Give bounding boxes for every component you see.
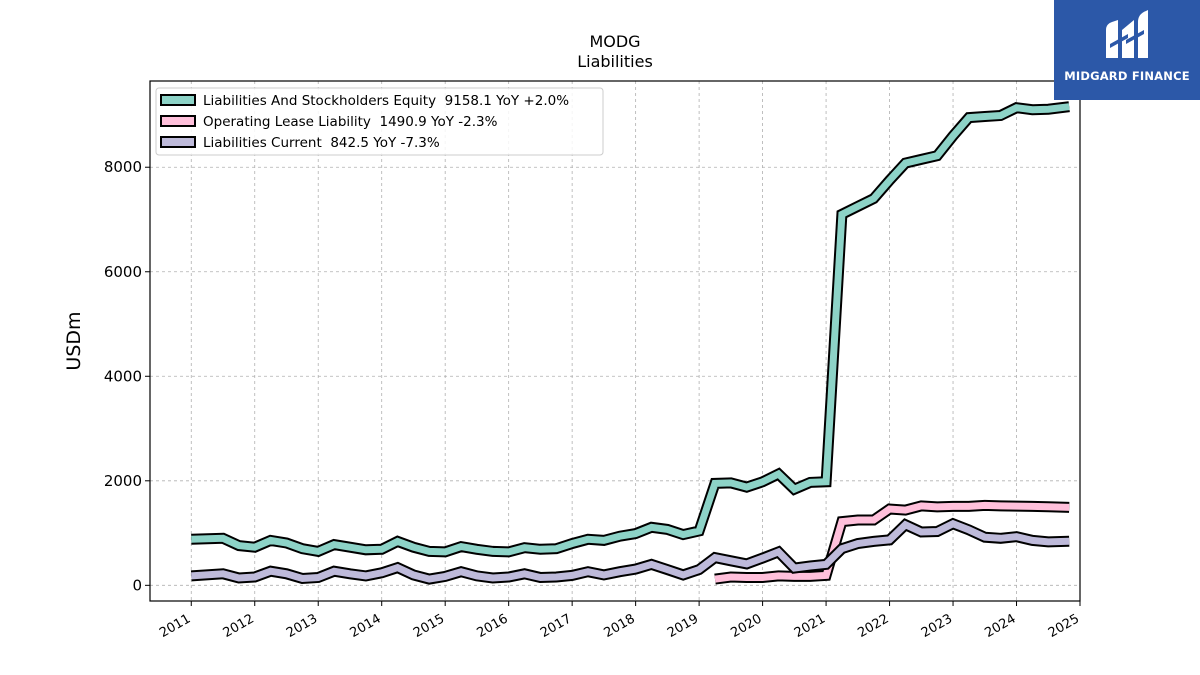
x-tick-label: 2017 <box>538 611 574 641</box>
legend-entry-1: Operating Lease Liability 1490.9 YoY -2.… <box>203 114 498 130</box>
series-line-1 <box>714 501 1070 583</box>
midgard-finance-logo: MIDGARD FINANCE <box>1054 0 1200 100</box>
grid-lines <box>150 81 1081 601</box>
legend-entry-0: Liabilities And Stockholders Equity 9158… <box>203 93 569 109</box>
x-tick-label: 2015 <box>411 611 447 641</box>
legend-swatch-1 <box>160 115 196 127</box>
x-tick-label: 2022 <box>855 611 891 641</box>
chart-title: MODG <box>589 32 641 51</box>
series-line-0 <box>191 103 1070 556</box>
x-tick-label: 2023 <box>919 611 955 641</box>
x-tick-label: 2014 <box>348 611 384 641</box>
y-tick-label: 2000 <box>104 472 142 490</box>
legend-swatch-0 <box>160 94 196 106</box>
series-lines <box>190 101 1070 585</box>
legend-swatch-2 <box>160 136 196 148</box>
x-tick-label: 2020 <box>728 611 764 641</box>
x-tick-label: 2012 <box>221 611 257 641</box>
x-tick-label: 2018 <box>601 611 637 641</box>
x-tick-label: 2021 <box>792 611 828 641</box>
x-tick-label: 2011 <box>157 611 193 641</box>
plot-frame <box>149 80 1081 602</box>
x-tick-label: 2024 <box>982 611 1018 641</box>
logo-text: MIDGARD FINANCE <box>1064 69 1190 83</box>
legend: Liabilities And Stockholders Equity 9158… <box>155 87 604 156</box>
x-tick-label: 2016 <box>475 611 511 641</box>
y-tick-label: 8000 <box>104 158 142 176</box>
series-line-2 <box>191 519 1070 583</box>
x-tick-label: 2013 <box>284 611 320 641</box>
x-tick-label: 2019 <box>665 611 701 641</box>
chart-subtitle: Liabilities <box>577 52 653 71</box>
y-tick-label: 6000 <box>104 263 142 281</box>
y-tick-label: 0 <box>132 576 142 594</box>
y-axis-label: USDm <box>63 311 85 370</box>
legend-box <box>155 87 604 156</box>
series-line-outline-0 <box>191 101 1070 558</box>
y-tick-label: 4000 <box>104 367 142 385</box>
midgard-finance-logo-icon <box>1106 10 1148 58</box>
legend-entry-2: Liabilities Current 842.5 YoY -7.3% <box>203 135 440 151</box>
x-tick-label: 2025 <box>1046 611 1082 641</box>
